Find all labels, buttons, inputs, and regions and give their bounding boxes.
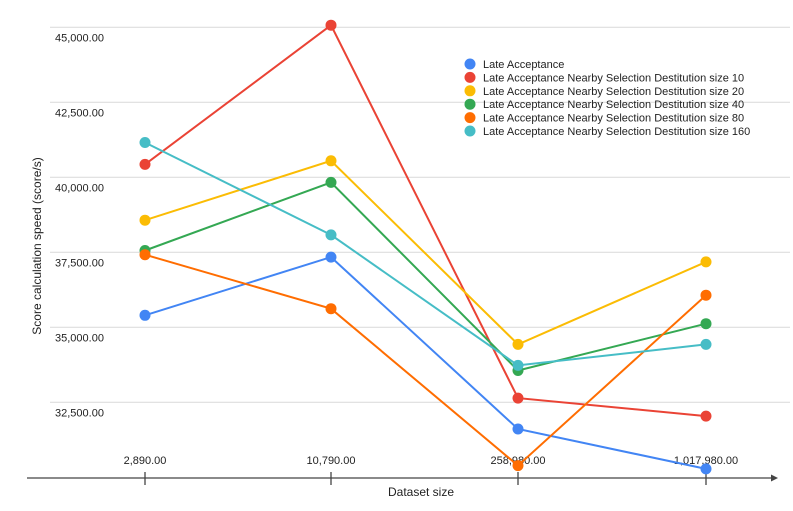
legend-item: Late Acceptance Nearby Selection Destitu… — [464, 98, 744, 111]
x-tick-label: 2,890.00 — [124, 455, 167, 467]
data-point — [325, 303, 337, 315]
y-tick-label: 40,000.00 — [55, 182, 104, 194]
data-point — [700, 256, 712, 268]
x-axis-title: Dataset size — [388, 485, 454, 499]
series-line — [144, 181, 707, 372]
series-line — [144, 255, 707, 470]
legend-item: Late Acceptance Nearby Selection Destitu… — [464, 112, 744, 125]
data-point — [512, 392, 524, 404]
data-point — [700, 338, 712, 350]
legend-item: Late Acceptance — [464, 58, 564, 71]
x-tick-label: 10,790.00 — [307, 455, 356, 467]
data-point — [325, 176, 337, 188]
series-2 — [139, 155, 712, 350]
series-0 — [139, 251, 712, 475]
data-point — [700, 289, 712, 301]
y-tick-label: 35,000.00 — [55, 332, 104, 344]
series-line — [144, 141, 707, 367]
x-axis-arrow-icon — [771, 474, 778, 482]
data-point — [325, 155, 337, 167]
series-1 — [139, 19, 712, 422]
series-5 — [139, 137, 712, 371]
legend-item: Late Acceptance Nearby Selection Destitu… — [464, 125, 750, 138]
y-tick-label: 37,500.00 — [55, 257, 104, 269]
data-point — [139, 249, 151, 261]
legend-marker — [464, 98, 476, 110]
legend-label: Late Acceptance Nearby Selection Destitu… — [483, 86, 744, 98]
legend-label: Late Acceptance — [483, 59, 564, 71]
data-point — [512, 359, 524, 371]
legend-item: Late Acceptance Nearby Selection Destitu… — [464, 85, 744, 98]
data-point — [325, 19, 337, 31]
legend-marker — [464, 58, 476, 70]
data-point — [325, 229, 337, 241]
series-4 — [139, 249, 712, 472]
data-point — [512, 338, 524, 350]
data-point — [700, 410, 712, 422]
legend-marker — [464, 85, 476, 97]
series-3 — [139, 176, 712, 376]
data-point — [512, 460, 524, 472]
data-point — [139, 214, 151, 226]
legend-marker — [464, 125, 476, 137]
data-point — [700, 318, 712, 330]
legend-item: Late Acceptance Nearby Selection Destitu… — [464, 71, 744, 84]
data-point — [139, 158, 151, 170]
legend-label: Late Acceptance Nearby Selection Destitu… — [483, 113, 744, 125]
y-tick-label: 32,500.00 — [55, 407, 104, 419]
series-line — [144, 159, 707, 346]
series-line — [144, 253, 707, 467]
legend-label: Late Acceptance Nearby Selection Destitu… — [483, 72, 744, 84]
data-point — [325, 251, 337, 263]
data-point — [139, 137, 151, 148]
legend-marker — [464, 71, 476, 83]
data-point — [139, 309, 151, 321]
series-line — [144, 23, 707, 418]
legend-label: Late Acceptance Nearby Selection Destitu… — [483, 99, 744, 111]
data-point — [512, 423, 524, 435]
y-axis-title: Score calculation speed (score/s) — [30, 157, 44, 334]
legend-marker — [464, 112, 476, 124]
y-tick-label: 45,000.00 — [55, 32, 104, 44]
data-point — [700, 463, 712, 475]
y-tick-label: 42,500.00 — [55, 107, 104, 119]
legend-label: Late Acceptance Nearby Selection Destitu… — [483, 126, 750, 138]
x-tick-label: 1,017,980.00 — [674, 455, 738, 467]
